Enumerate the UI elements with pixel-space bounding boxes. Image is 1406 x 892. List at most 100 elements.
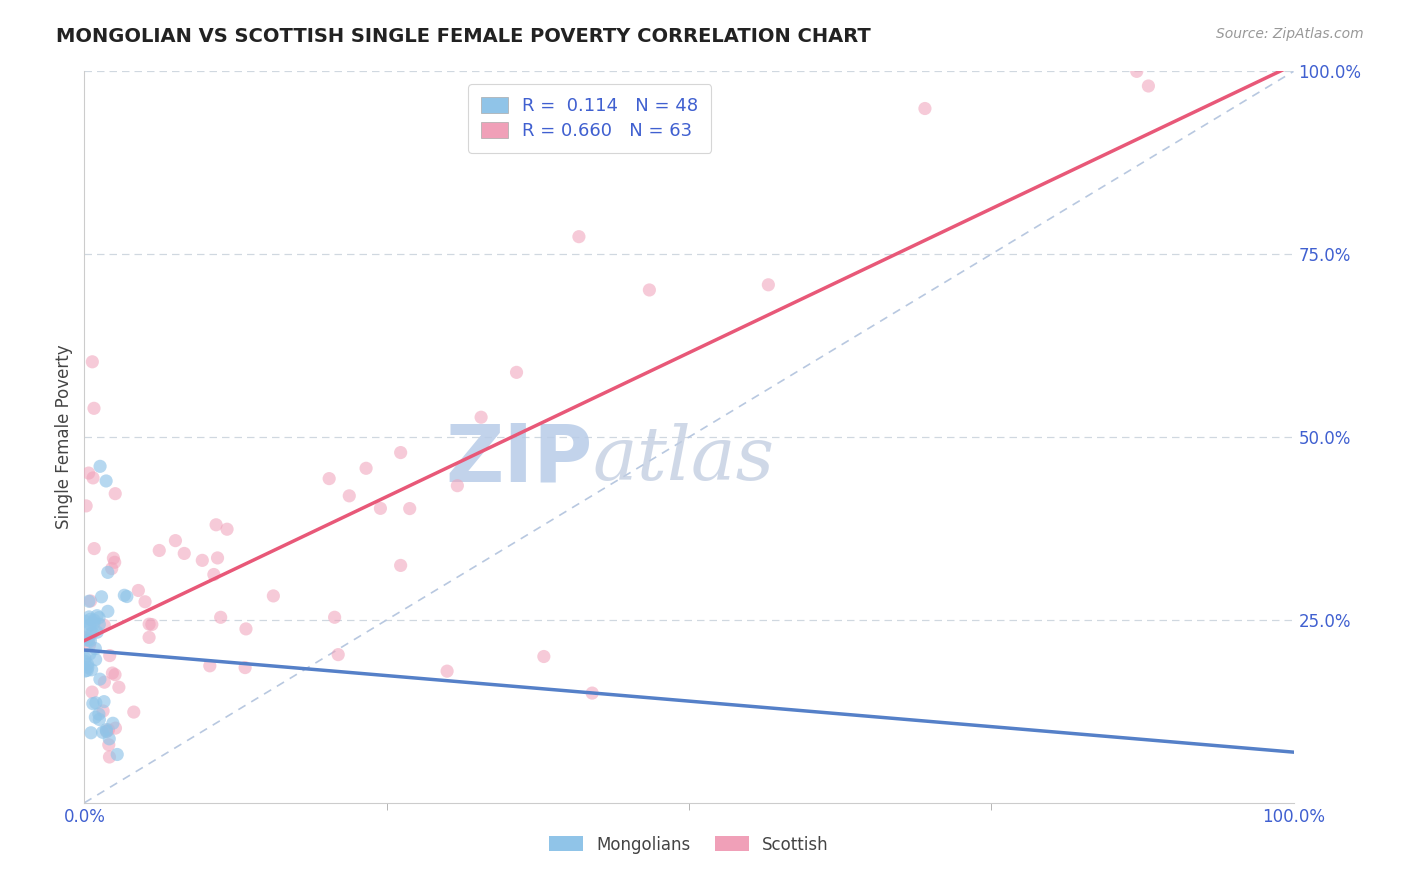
- Point: [389, 445, 412, 459]
- Point: [173, 546, 195, 560]
- Point: [112, 588, 135, 602]
- Point: [91, 704, 114, 718]
- Point: [101, 716, 124, 731]
- Point: [77, 466, 100, 480]
- Point: [127, 583, 149, 598]
- Point: [104, 667, 127, 681]
- Point: [568, 229, 591, 244]
- Point: [101, 666, 124, 681]
- Point: [122, 705, 145, 719]
- Point: [76, 621, 98, 635]
- Point: [202, 567, 225, 582]
- Point: [105, 747, 128, 762]
- Point: [191, 553, 214, 567]
- Point: [209, 610, 232, 624]
- Point: [89, 617, 111, 632]
- Point: [108, 680, 131, 694]
- Point: [104, 721, 127, 735]
- Point: [83, 401, 105, 416]
- Point: [80, 685, 103, 699]
- Point: [82, 625, 104, 640]
- Point: [91, 725, 114, 739]
- Point: [165, 533, 187, 548]
- Point: [115, 590, 138, 604]
- Point: [97, 566, 120, 580]
- Point: [505, 365, 527, 379]
- Point: [328, 648, 350, 662]
- Point: [98, 648, 121, 663]
- Point: [148, 543, 170, 558]
- Point: [89, 713, 111, 727]
- Point: [84, 710, 107, 724]
- Point: [75, 499, 97, 513]
- Point: [73, 654, 96, 668]
- Point: [436, 664, 458, 678]
- Point: [207, 550, 229, 565]
- Point: [96, 723, 118, 737]
- Point: [84, 641, 107, 656]
- Point: [354, 461, 377, 475]
- Point: [77, 594, 100, 608]
- Point: [638, 283, 661, 297]
- Text: MONGOLIAN VS SCOTTISH SINGLE FEMALE POVERTY CORRELATION CHART: MONGOLIAN VS SCOTTISH SINGLE FEMALE POVE…: [56, 27, 870, 45]
- Point: [1125, 64, 1147, 78]
- Point: [79, 647, 101, 661]
- Point: [233, 660, 256, 674]
- Point: [756, 277, 779, 292]
- Point: [914, 102, 936, 116]
- Point: [83, 613, 105, 627]
- Point: [76, 660, 98, 674]
- Point: [80, 725, 103, 739]
- Point: [98, 750, 121, 764]
- Point: [235, 622, 257, 636]
- Point: [446, 478, 468, 492]
- Point: [86, 625, 108, 640]
- Point: [389, 558, 412, 573]
- Point: [79, 594, 101, 608]
- Point: [93, 695, 115, 709]
- Point: [96, 724, 118, 739]
- Point: [83, 541, 105, 556]
- Point: [134, 595, 156, 609]
- Point: [82, 471, 104, 485]
- Y-axis label: Single Female Poverty: Single Female Poverty: [55, 345, 73, 529]
- Point: [84, 696, 107, 710]
- Point: [89, 672, 111, 686]
- Point: [75, 664, 97, 678]
- Point: [97, 738, 120, 752]
- Point: [76, 657, 98, 672]
- Point: [370, 501, 392, 516]
- Point: [73, 651, 96, 665]
- Point: [104, 486, 127, 500]
- Point: [138, 617, 160, 632]
- Point: [79, 617, 101, 632]
- Point: [76, 633, 98, 648]
- Point: [100, 561, 122, 575]
- Text: Source: ZipAtlas.com: Source: ZipAtlas.com: [1216, 27, 1364, 41]
- Point: [83, 615, 105, 630]
- Point: [470, 410, 492, 425]
- Point: [86, 608, 108, 623]
- Point: [89, 459, 111, 474]
- Point: [98, 731, 121, 746]
- Point: [205, 517, 228, 532]
- Point: [79, 633, 101, 648]
- Legend: Mongolians, Scottish: Mongolians, Scottish: [543, 829, 835, 860]
- Point: [581, 686, 603, 700]
- Point: [97, 604, 120, 618]
- Point: [80, 626, 103, 640]
- Point: [94, 474, 117, 488]
- Point: [75, 614, 97, 628]
- Point: [80, 663, 103, 677]
- Text: ZIP: ZIP: [444, 420, 592, 498]
- Point: [79, 612, 101, 626]
- Point: [323, 610, 346, 624]
- Point: [97, 723, 120, 737]
- Point: [138, 631, 160, 645]
- Point: [215, 522, 238, 536]
- Point: [79, 638, 101, 652]
- Point: [318, 472, 340, 486]
- Point: [96, 724, 118, 739]
- Point: [93, 618, 115, 632]
- Point: [262, 589, 284, 603]
